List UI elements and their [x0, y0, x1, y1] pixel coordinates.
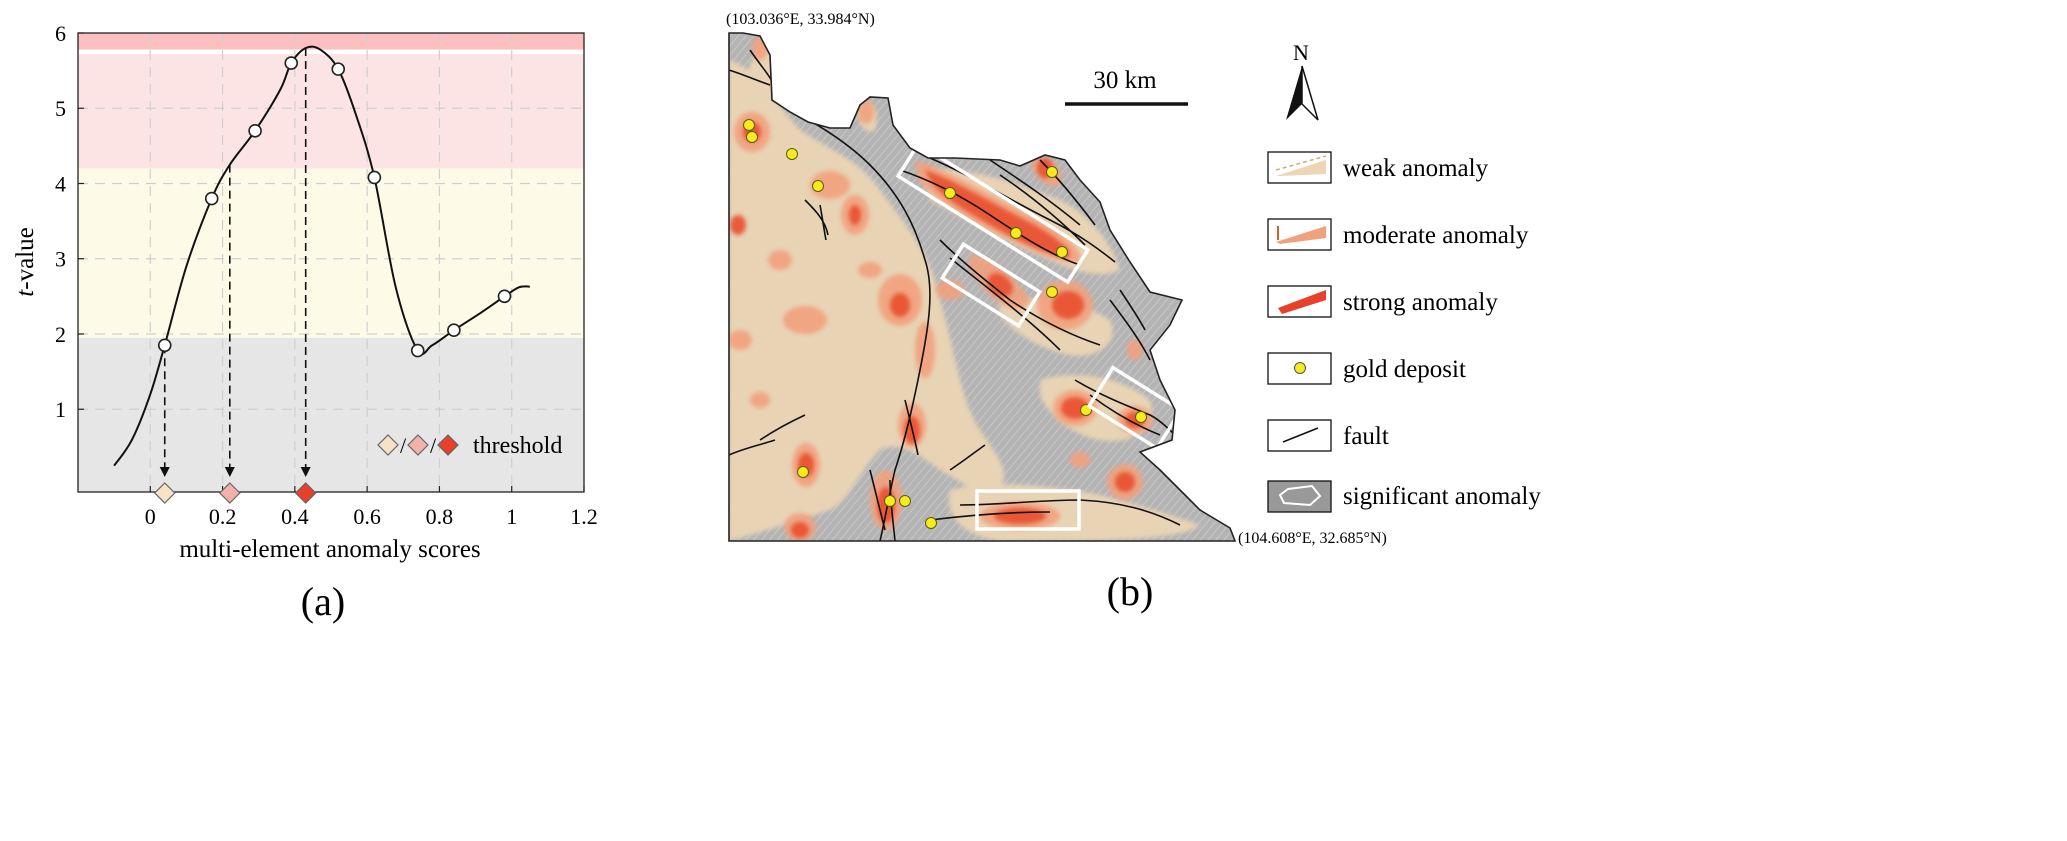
coord-bottom-right: (104.608°E, 32.685°N): [1238, 530, 1387, 547]
legend-separator: /: [430, 433, 437, 458]
north-arrow-icon: N: [1286, 40, 1319, 121]
tick-labels: 0 0.2 0.4 0.6 0.8 1 1.2 1 2 3 4 5 6: [55, 21, 598, 529]
x-tick-label: 1.2: [570, 504, 598, 529]
gold-deposit-marker: [743, 119, 755, 131]
data-points: [157, 56, 512, 358]
y-tick-label: 2: [55, 322, 66, 347]
significant-anomaly-box: [939, 241, 1043, 329]
plot-frame: [77, 32, 585, 493]
scale-bar: 30 km: [1065, 67, 1188, 106]
gold-deposit-marker: [1046, 286, 1058, 298]
map-boundary: [728, 32, 1237, 542]
map-area: [729, 33, 1235, 541]
x-axis-label: multi-element anomaly scores: [179, 536, 480, 563]
data-point: [248, 124, 262, 138]
grid: [78, 33, 584, 492]
x-tick-label: 0.4: [281, 504, 309, 529]
threshold-markers: [153, 482, 317, 504]
threshold-diamond: [294, 482, 317, 504]
significant-anomaly-box: [1086, 365, 1184, 451]
gold-deposit-marker: [797, 466, 809, 478]
y-axis-label-rest: -value: [12, 227, 39, 289]
coord-top-left: (103.036°E, 33.984°N): [726, 11, 875, 28]
scale-bar-label: 30 km: [1093, 67, 1157, 94]
band-3: [78, 33, 584, 50]
gold-deposit-marker: [899, 495, 911, 507]
fault-lines: [729, 49, 1181, 541]
gold-deposit-marker: [1010, 227, 1022, 239]
data-point: [367, 170, 382, 185]
gold-deposit-icon: [1294, 362, 1306, 374]
band-2: [78, 54, 584, 169]
significant-anomaly-icon: [1278, 484, 1322, 507]
threshold-arrows: [159, 48, 311, 477]
threshold-legend-label: threshold: [473, 433, 562, 459]
data-point: [157, 338, 172, 353]
band-0: [78, 337, 584, 492]
legend-gold-deposit: gold deposit: [1343, 356, 1466, 383]
gold-deposit-marker: [746, 131, 758, 143]
legend-fault: fault: [1343, 423, 1389, 450]
threshold-arrow-head: [300, 467, 311, 477]
panel-a-label: (a): [301, 579, 345, 624]
gold-deposit-marker: [944, 187, 956, 199]
data-point: [331, 62, 346, 76]
threshold-arrow-head: [159, 467, 170, 477]
fault-line-icon: [1282, 427, 1319, 443]
panel-a-chart: 0 0.2 0.4 0.6 0.8 1 1.2 1 2 3 4 5 6 / / threshold mul…: [12, 21, 598, 624]
panel-b-label: (b): [1107, 569, 1154, 614]
x-tick-label: 0: [145, 504, 156, 529]
gold-deposit-marker: [786, 148, 798, 160]
gold-deposit-marker: [884, 495, 896, 507]
legend-strong-anomaly: strong anomaly: [1343, 289, 1498, 316]
panel-b-map: (103.036°E, 33.984°N) (104.608°E, 32.685…: [726, 11, 1541, 614]
legend-diamond: [377, 434, 399, 456]
significant-anomaly-boxes: [895, 141, 1184, 531]
strong-anomaly-areas: [730, 122, 1145, 538]
band-1: [78, 168, 584, 338]
legend-moderate-anomaly: moderate anomaly: [1343, 222, 1529, 249]
significant-anomaly-box: [895, 141, 1091, 285]
t-value-bands: [78, 33, 584, 492]
gold-deposit-swatch: [1267, 352, 1332, 385]
data-point: [410, 343, 425, 358]
threshold-arrow-head: [224, 467, 235, 477]
legend-separator: /: [400, 433, 407, 458]
legend-diamond: [407, 434, 429, 456]
map-legend: weak anomaly moderate anomaly strong ano…: [1267, 151, 1541, 513]
x-tick-label: 1: [506, 504, 517, 529]
significant-anomaly-box: [975, 489, 1081, 531]
data-point: [204, 191, 219, 206]
gold-deposit-marker: [812, 180, 824, 192]
x-tick-label: 0.6: [353, 504, 381, 529]
y-tick-label: 3: [55, 247, 66, 272]
y-tick-label: 6: [55, 21, 66, 46]
x-tick-label: 0.8: [426, 504, 454, 529]
data-point: [284, 56, 299, 70]
data-point: [497, 289, 512, 304]
north-label: N: [1293, 40, 1309, 65]
y-axis-label-italic: t: [12, 289, 39, 297]
gold-deposit-marker: [1056, 246, 1068, 258]
gold-deposits: [743, 119, 1147, 529]
data-point: [447, 323, 461, 338]
y-tick-label: 1: [55, 397, 66, 422]
gold-deposit-marker: [1135, 411, 1147, 423]
legend-weak-anomaly: weak anomaly: [1343, 155, 1489, 182]
legend-diamond: [437, 434, 459, 456]
threshold-diamond: [218, 482, 241, 504]
threshold-diamond: [153, 482, 176, 504]
legend-significant-anomaly: significant anomaly: [1343, 483, 1541, 510]
gold-deposit-marker: [1046, 166, 1058, 178]
x-tick-label: 0.2: [209, 504, 237, 529]
y-tick-label: 5: [55, 96, 66, 121]
y-axis-label: t-value: [12, 227, 39, 296]
gold-deposit-marker: [925, 517, 937, 529]
y-tick-label: 4: [55, 171, 66, 196]
threshold-legend: / / threshold: [377, 433, 562, 459]
